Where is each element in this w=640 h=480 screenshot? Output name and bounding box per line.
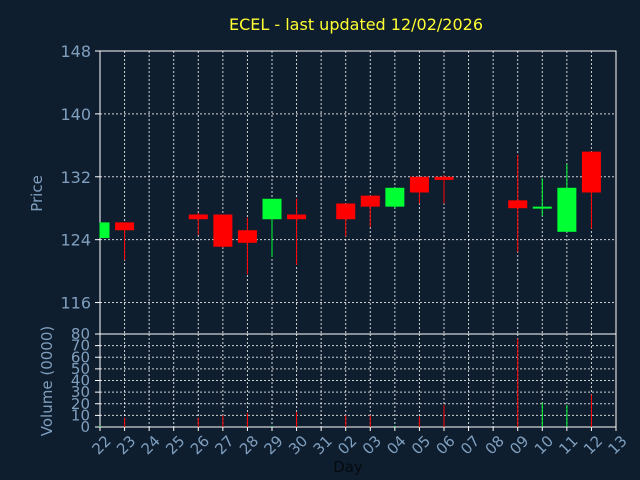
- price-axis-label: Price: [28, 175, 46, 212]
- volume-axis-label: Volume (0000): [38, 326, 56, 436]
- candle-body: [581, 151, 601, 193]
- x-tick-label: 30: [285, 432, 311, 458]
- candle-body: [360, 195, 380, 207]
- volume-tick-label: 10: [71, 406, 90, 424]
- candle-body: [434, 176, 454, 180]
- candle-body: [287, 214, 307, 220]
- x-tick-label: 03: [359, 432, 385, 458]
- candle-body: [188, 214, 208, 220]
- candle-body: [336, 203, 356, 220]
- price-tick-label: 124: [60, 231, 91, 250]
- chart-title: ECEL - last updated 12/02/2026: [229, 15, 483, 34]
- x-tick-label: 26: [187, 432, 213, 458]
- x-axis: 2223242526272829303102030405060708091011…: [89, 427, 631, 476]
- volume-tick-label: 80: [71, 325, 90, 343]
- x-tick-label: 13: [605, 432, 631, 458]
- x-tick-label: 24: [138, 432, 164, 458]
- candle-body: [262, 198, 282, 220]
- x-tick-label: 11: [555, 432, 581, 458]
- candle-body: [409, 176, 429, 193]
- price-tick-label: 140: [60, 105, 91, 124]
- volume-tick-label: 30: [71, 383, 90, 401]
- candle-body: [100, 222, 110, 239]
- volume-tick-label: 50: [71, 360, 90, 378]
- x-tick-label: 25: [162, 432, 188, 458]
- x-tick-label: 08: [482, 432, 508, 458]
- price-panel: 116 124 132 140 148 Price: [28, 42, 617, 335]
- x-tick-label: 31: [310, 432, 336, 458]
- x-tick-label: 09: [506, 432, 532, 458]
- x-tick-label: 02: [334, 432, 360, 458]
- volume-tick-label: 20: [71, 395, 90, 413]
- x-tick-label: 28: [236, 432, 262, 458]
- x-tick-label: 12: [580, 432, 606, 458]
- candle-body: [557, 187, 577, 232]
- x-tick-label: 10: [531, 432, 557, 458]
- price-tick-label: 116: [60, 294, 91, 313]
- x-tick-label: 05: [408, 432, 434, 458]
- x-tick-label: 29: [261, 432, 287, 458]
- candle-body: [532, 206, 552, 209]
- x-tick-label: 27: [211, 432, 237, 458]
- x-tick-label: 06: [433, 432, 459, 458]
- price-tick-label: 132: [60, 168, 91, 187]
- x-tick-label: 23: [113, 432, 139, 458]
- candle-body: [237, 230, 257, 243]
- x-tick-label: 22: [89, 432, 115, 458]
- price-tick-label: 148: [60, 42, 91, 61]
- volume-tick-label: 70: [71, 337, 90, 355]
- candle-body: [213, 214, 233, 247]
- volume-tick-label: 60: [71, 348, 90, 366]
- x-axis-label: Day: [333, 458, 363, 476]
- x-tick-label: 07: [457, 432, 483, 458]
- price-plot-frame: [99, 50, 617, 335]
- candle-body: [508, 200, 528, 209]
- volume-tick-label: 40: [71, 372, 90, 390]
- candle-body: [115, 222, 135, 231]
- candle-body: [385, 187, 405, 207]
- x-tick-label: 04: [383, 432, 409, 458]
- volume-tick-label: 0: [80, 418, 90, 436]
